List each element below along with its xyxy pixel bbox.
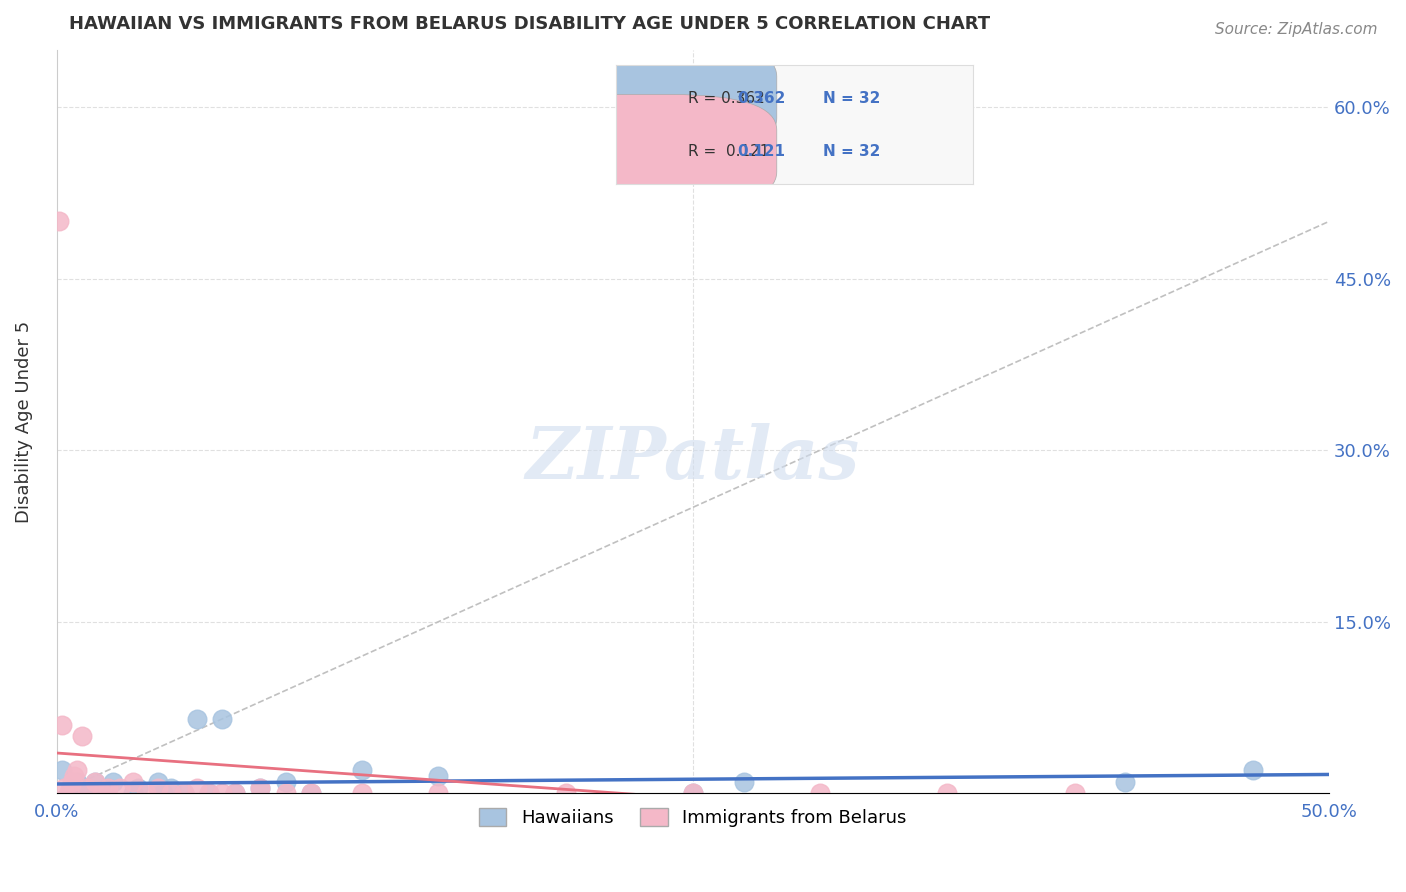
Point bbox=[186, 712, 208, 726]
Point bbox=[427, 769, 450, 783]
Point bbox=[274, 786, 297, 800]
Point bbox=[186, 780, 208, 795]
Point bbox=[51, 764, 73, 778]
Point bbox=[58, 784, 80, 798]
Point bbox=[76, 780, 98, 795]
Point bbox=[83, 775, 105, 789]
Point bbox=[58, 786, 80, 800]
Point bbox=[83, 775, 105, 789]
Point bbox=[70, 729, 93, 743]
Point bbox=[1063, 786, 1085, 800]
Point bbox=[224, 786, 246, 800]
Point bbox=[127, 780, 149, 795]
Text: Source: ZipAtlas.com: Source: ZipAtlas.com bbox=[1215, 22, 1378, 37]
Point bbox=[60, 786, 83, 800]
Point bbox=[79, 786, 101, 800]
Point bbox=[110, 780, 132, 795]
Point bbox=[733, 775, 755, 789]
Point bbox=[198, 786, 221, 800]
Point bbox=[60, 775, 83, 789]
Point bbox=[53, 780, 76, 795]
Point bbox=[274, 775, 297, 789]
Point bbox=[91, 786, 114, 800]
Point bbox=[1241, 764, 1264, 778]
Point bbox=[249, 780, 271, 795]
Point bbox=[122, 786, 145, 800]
Legend: Hawaiians, Immigrants from Belarus: Hawaiians, Immigrants from Belarus bbox=[470, 799, 915, 837]
Point bbox=[173, 786, 195, 800]
Point bbox=[135, 786, 157, 800]
Point bbox=[682, 786, 704, 800]
Point bbox=[63, 780, 86, 795]
Point bbox=[211, 786, 233, 800]
Point bbox=[173, 786, 195, 800]
Point bbox=[51, 717, 73, 731]
Point bbox=[160, 786, 183, 800]
Point bbox=[66, 764, 89, 778]
Point bbox=[152, 786, 174, 800]
Point bbox=[350, 764, 373, 778]
Point bbox=[198, 786, 221, 800]
Point bbox=[148, 780, 170, 795]
Point bbox=[70, 786, 93, 800]
Point bbox=[63, 769, 86, 783]
Point bbox=[1114, 775, 1136, 789]
Y-axis label: Disability Age Under 5: Disability Age Under 5 bbox=[15, 320, 32, 523]
Point bbox=[76, 780, 98, 795]
Point bbox=[936, 786, 959, 800]
Point bbox=[101, 775, 124, 789]
Text: ZIPatlas: ZIPatlas bbox=[526, 424, 860, 494]
Point bbox=[96, 780, 118, 795]
Point bbox=[211, 712, 233, 726]
Point bbox=[96, 780, 118, 795]
Point bbox=[224, 786, 246, 800]
Point bbox=[160, 780, 183, 795]
Point bbox=[350, 786, 373, 800]
Point bbox=[682, 786, 704, 800]
Point bbox=[69, 786, 91, 800]
Point bbox=[91, 786, 114, 800]
Point bbox=[48, 214, 70, 228]
Point bbox=[808, 786, 831, 800]
Point bbox=[299, 786, 322, 800]
Point bbox=[122, 775, 145, 789]
Point bbox=[554, 786, 576, 800]
Point bbox=[249, 780, 271, 795]
Point bbox=[299, 786, 322, 800]
Point bbox=[66, 775, 89, 789]
Text: HAWAIIAN VS IMMIGRANTS FROM BELARUS DISABILITY AGE UNDER 5 CORRELATION CHART: HAWAIIAN VS IMMIGRANTS FROM BELARUS DISA… bbox=[69, 15, 990, 33]
Point bbox=[148, 775, 170, 789]
Point bbox=[427, 786, 450, 800]
